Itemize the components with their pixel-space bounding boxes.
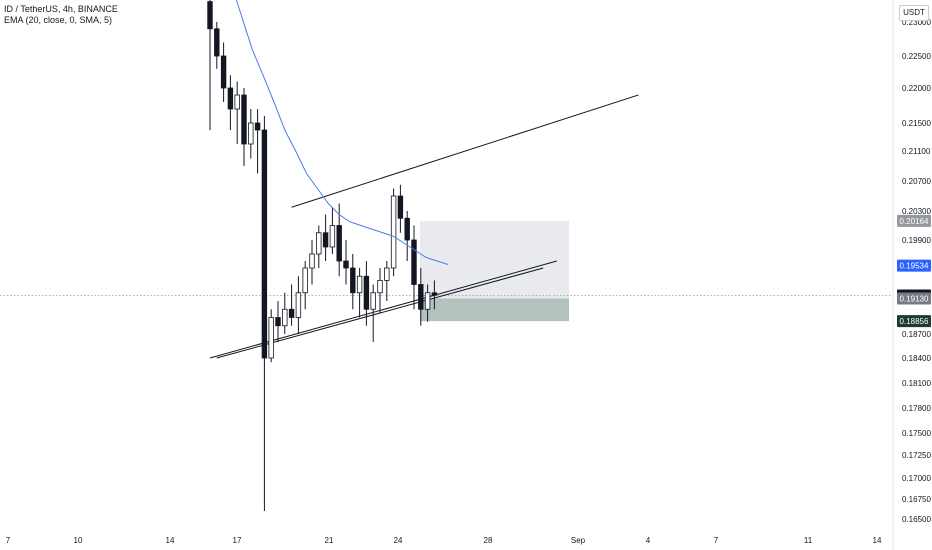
price-tag: 0.19130 — [897, 292, 931, 305]
price-tag-label: 0.19130 — [900, 295, 929, 304]
candle — [309, 240, 315, 285]
candle — [214, 22, 220, 69]
candle — [350, 254, 356, 310]
candle — [329, 207, 336, 254]
candle — [275, 301, 281, 342]
candle — [411, 225, 417, 310]
target-zone[interactable] — [420, 220, 569, 299]
candles-layer — [207, 0, 438, 511]
candle — [424, 284, 431, 322]
date-tick-label: 17 — [233, 536, 242, 545]
price-tick-label: 0.16750 — [902, 495, 931, 504]
date-tick-label: 24 — [394, 536, 403, 545]
price-tick-label: 0.18400 — [902, 354, 931, 363]
candle — [241, 88, 247, 166]
price-tag-label: 0.20164 — [900, 217, 929, 226]
candle — [295, 276, 302, 334]
candle — [377, 268, 383, 314]
stop-zone[interactable] — [420, 298, 569, 322]
candle — [363, 261, 370, 326]
candle — [302, 261, 308, 310]
candle — [207, 0, 213, 130]
candle — [336, 203, 342, 277]
date-tick-label: 7 — [714, 536, 719, 545]
candle — [384, 261, 390, 301]
currency-unit-badge[interactable]: USDT — [899, 5, 929, 21]
price-tick-label: 0.17250 — [902, 451, 931, 460]
candle — [370, 284, 376, 342]
candle — [254, 109, 261, 174]
trendline[interactable] — [291, 94, 639, 208]
price-tag: 0.20164 — [897, 214, 931, 227]
price-tick-label: 0.17800 — [902, 404, 931, 413]
date-tick-label: 4 — [646, 536, 651, 545]
candle — [431, 280, 438, 310]
price-tag-label: 0.19534 — [900, 262, 929, 271]
indicator-legend: EMA (20, close, 0, SMA, 5) — [4, 15, 113, 25]
price-tick-label: 0.20300 — [902, 207, 931, 216]
date-tick-label: 28 — [484, 536, 493, 545]
date-tick-label: 14 — [166, 536, 175, 545]
candle — [220, 42, 227, 102]
candle — [288, 284, 295, 326]
price-tag-label: 0.18856 — [900, 317, 929, 326]
date-tick-label: 21 — [325, 536, 334, 545]
date-tick-label: 7 — [6, 536, 11, 545]
price-tag: 0.18856 — [897, 315, 931, 328]
candle — [397, 184, 404, 233]
candle — [234, 81, 240, 144]
candle — [268, 309, 274, 363]
date-tick-label: 11 — [804, 536, 813, 545]
candle — [343, 240, 349, 285]
date-tick-label: 14 — [873, 536, 882, 545]
ema-line — [235, 0, 449, 265]
price-tick-label: 0.17000 — [902, 474, 931, 483]
trendline[interactable] — [209, 260, 557, 359]
ema-layer — [235, 0, 449, 265]
price-tick-label: 0.23000 — [902, 18, 931, 27]
date-tick-label: 10 — [74, 536, 83, 545]
candle — [316, 225, 322, 268]
candle — [404, 211, 410, 261]
candle — [261, 116, 268, 511]
price-tick-label: 0.18100 — [902, 379, 931, 388]
price-tick-label: 0.20700 — [902, 177, 931, 186]
candle — [418, 268, 424, 326]
price-tick-label: 0.21100 — [902, 147, 931, 156]
time-axis: 7 10 14 17 21 24 28 Sep 4 7 11 14 — [6, 536, 882, 545]
price-tick-label: 0.22000 — [902, 84, 931, 93]
price-tick-label: 0.22500 — [902, 52, 931, 61]
candle — [248, 109, 254, 159]
price-tick-label: 0.16500 — [902, 515, 931, 524]
price-tick-label: 0.21500 — [902, 119, 931, 128]
symbol-legend: ID / TetherUS, 4h, BINANCE — [4, 4, 118, 14]
candle — [282, 292, 288, 334]
price-axis: 0.23000 0.22500 0.22000 0.21500 0.21100 0.207… — [902, 18, 931, 524]
candle — [227, 75, 234, 130]
candle — [390, 188, 397, 277]
price-tag: 0.19534 — [897, 259, 931, 272]
chart-legend: ID / TetherUS, 4h, BINANCE EMA (20, clos… — [4, 4, 118, 26]
candle — [322, 214, 329, 261]
price-tick-label: 0.19900 — [902, 236, 931, 245]
drawing-layer — [0, 94, 893, 359]
candle — [356, 268, 363, 318]
price-tick-label: 0.17500 — [902, 429, 931, 438]
price-tick-label: 0.18700 — [902, 330, 931, 339]
date-tick-label: Sep — [571, 536, 586, 545]
